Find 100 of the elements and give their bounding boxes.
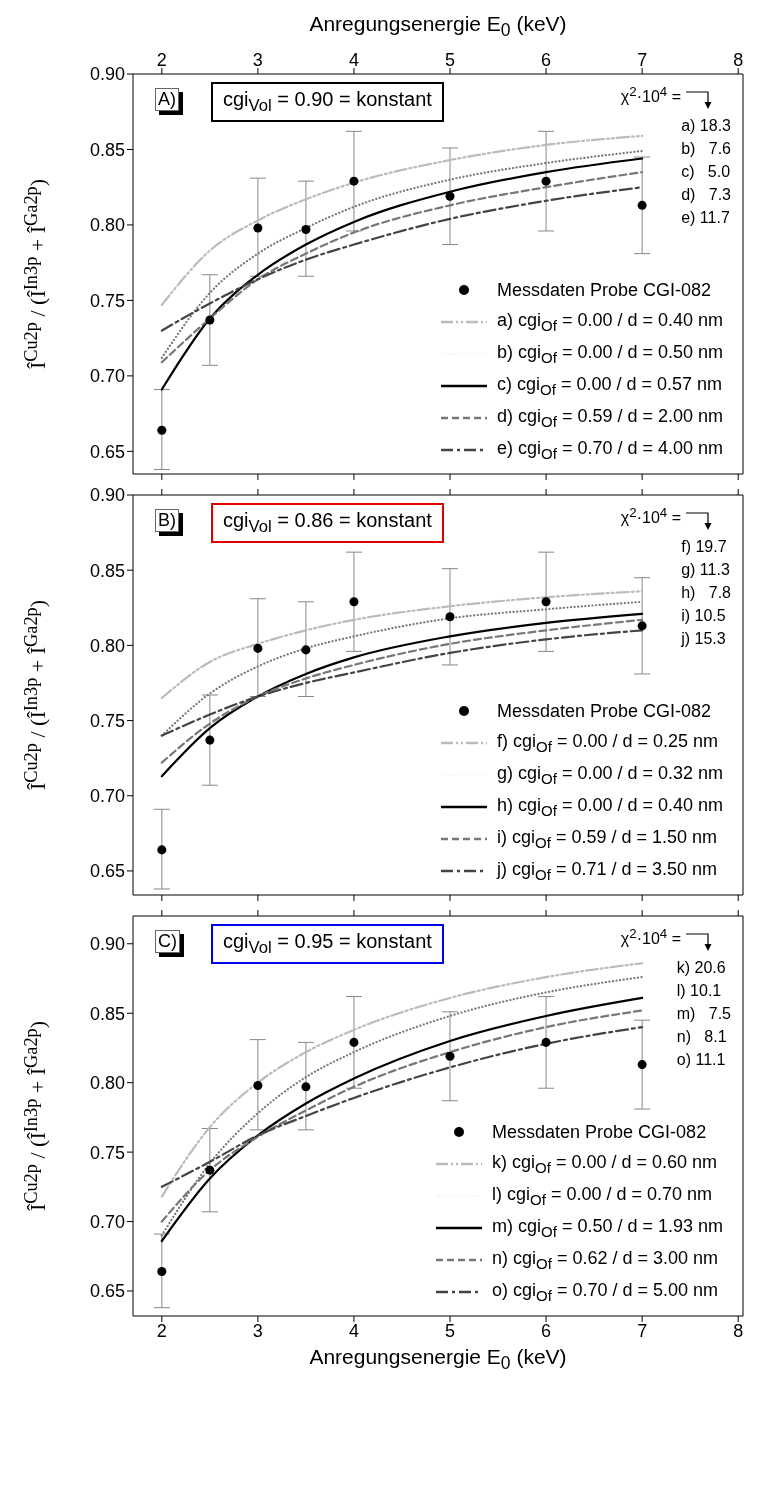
point: [445, 612, 455, 622]
legend-label: o) cgi$_{Of}$ = 0.70 / d = 5.00 nm: [492, 1280, 719, 1304]
point: [157, 1267, 167, 1277]
point: [445, 1051, 455, 1061]
legend-label: d) cgi$_{Of}$ = 0.59 / d = 2.00 nm: [497, 406, 723, 430]
annotation: A): [158, 89, 176, 109]
y-tick-label: 0.70: [89, 786, 125, 807]
annotation: e) 11.7: [681, 209, 730, 226]
legend-label: b) cgi$_{Of}$ = 0.00 / d = 0.50 nm: [497, 342, 723, 366]
annotation: χ$^{2}$·10$^{4}$ =: [620, 84, 681, 106]
annotation: c) 5.0: [681, 163, 731, 180]
annotation: m) 7.5: [676, 1005, 731, 1022]
y-tick-label: 0.90: [89, 485, 125, 506]
annotation: o) 11.1: [676, 1051, 726, 1068]
legend-label: i) cgi$_{Of}$ = 0.59 / d = 1.50 nm: [497, 827, 717, 851]
x-tick-label: 6: [541, 1320, 552, 1341]
legend-label: Messdaten Probe CGI-082: [497, 279, 712, 300]
annotation: l) 10.1: [676, 982, 722, 999]
annotation: f) 19.7: [681, 538, 727, 555]
y-tick-label: 0.85: [89, 139, 125, 160]
legend-label: k) cgi$_{Of}$ = 0.00 / d = 0.60 nm: [492, 1152, 718, 1176]
x-tick-label: 3: [252, 1320, 263, 1341]
point: [541, 597, 551, 607]
annotation: h) 7.8: [681, 584, 731, 601]
point: [301, 1082, 311, 1092]
point: [637, 200, 647, 210]
y-tick-label: 0.75: [89, 290, 125, 311]
x2-tick-label: 3: [252, 50, 263, 70]
y-tick-label: 0.85: [89, 1003, 125, 1024]
y-tick-label: 0.65: [89, 861, 125, 882]
annotation: d) 7.3: [681, 186, 731, 203]
annotation: cgi$_{Vol}$ = 0.90 = konstant: [223, 88, 432, 115]
point: [205, 1165, 215, 1175]
legend-label: c) cgi$_{Of}$ = 0.00 / d = 0.57 nm: [497, 374, 722, 398]
point: [637, 1060, 647, 1070]
x-tick-label: 4: [348, 1320, 359, 1341]
legend-label: f) cgi$_{Of}$ = 0.00 / d = 0.25 nm: [497, 731, 718, 755]
point: [253, 223, 263, 233]
x2-tick-label: 6: [541, 50, 552, 70]
legend-label: Messdaten Probe CGI-082: [497, 700, 712, 721]
point: [301, 645, 311, 655]
x-tick-label: 8: [733, 1320, 744, 1341]
point: [541, 1037, 551, 1047]
y-tick-label: 0.80: [89, 635, 125, 656]
annotation: cgi$_{Vol}$ = 0.86 = konstant: [223, 509, 432, 536]
x-axis-title: Anregungsenergie E$_{0}$ (keV): [309, 1344, 567, 1373]
point: [205, 315, 215, 325]
x-tick-label: 7: [637, 1320, 648, 1341]
point: [205, 735, 215, 745]
x2-tick-label: 8: [733, 50, 744, 70]
annotation: n) 8.1: [676, 1028, 727, 1045]
legend-label: m) cgi$_{Of}$ = 0.50 / d = 1.93 nm: [492, 1216, 723, 1240]
x-tick-label: 2: [156, 1320, 167, 1341]
x2-tick-label: 2: [156, 50, 167, 70]
point: [301, 224, 311, 234]
annotation: χ$^{2}$·10$^{4}$ =: [620, 505, 681, 527]
point: [157, 845, 167, 855]
x2-tick-label: 4: [348, 50, 359, 70]
annotation: C): [158, 931, 177, 951]
point: [253, 1080, 263, 1090]
y-tick-label: 0.70: [89, 366, 125, 387]
y-tick-label: 0.90: [89, 934, 125, 955]
x2-tick-label: 7: [637, 50, 648, 70]
x-tick-label: 5: [445, 1320, 456, 1341]
y-tick-label: 0.65: [89, 441, 125, 462]
point: [445, 191, 455, 201]
annotation: j) 15.3: [681, 630, 726, 647]
point: [253, 643, 263, 653]
legend-label: h) cgi$_{Of}$ = 0.00 / d = 0.40 nm: [497, 795, 723, 819]
y-tick-label: 0.90: [89, 64, 125, 85]
point: [349, 176, 359, 186]
y-tick-label: 0.70: [89, 1211, 125, 1232]
point: [541, 176, 551, 186]
legend-label: a) cgi$_{Of}$ = 0.00 / d = 0.40 nm: [497, 310, 723, 334]
x2-axis-title: Anregungsenergie E$_{0}$ (keV): [309, 12, 567, 41]
y-tick-label: 0.75: [89, 1142, 125, 1163]
annotation: b) 7.6: [681, 140, 731, 157]
legend-label: n) cgi$_{Of}$ = 0.62 / d = 3.00 nm: [492, 1248, 719, 1272]
y-tick-label: 0.80: [89, 215, 125, 236]
annotation: χ$^{2}$·10$^{4}$ =: [620, 926, 681, 948]
point: [157, 425, 167, 435]
annotation: cgi$_{Vol}$ = 0.95 = konstant: [223, 930, 432, 957]
annotation: B): [158, 510, 176, 530]
legend-label: j) cgi$_{Of}$ = 0.71 / d = 3.50 nm: [497, 859, 717, 883]
annotation: k) 20.6: [676, 959, 726, 976]
y-tick-label: 0.85: [89, 560, 125, 581]
point: [637, 621, 647, 631]
annotation: g) 11.3: [681, 561, 730, 578]
legend-label: g) cgi$_{Of}$ = 0.00 / d = 0.32 nm: [497, 763, 723, 787]
point: [349, 1037, 359, 1047]
legend-label: e) cgi$_{Of}$ = 0.70 / d = 4.00 nm: [497, 438, 723, 462]
annotation: a) 18.3: [681, 117, 731, 134]
line-series: [160, 590, 644, 700]
legend-label: l) cgi$_{Of}$ = 0.00 / d = 0.70 nm: [492, 1184, 713, 1208]
point: [349, 597, 359, 607]
y-tick-label: 0.80: [89, 1073, 125, 1094]
line-series: [160, 134, 644, 307]
x2-tick-label: 5: [445, 50, 456, 70]
annotation: i) 10.5: [681, 607, 726, 624]
legend-label: Messdaten Probe CGI-082: [492, 1121, 707, 1142]
